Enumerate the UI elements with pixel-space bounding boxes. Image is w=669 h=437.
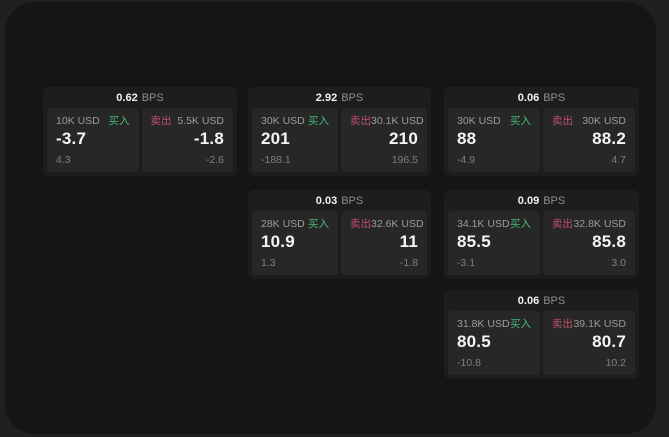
sell-amount: 5.5K USD <box>177 115 224 127</box>
buy-panel[interactable]: 28K USD 买入 10.9 1.3 <box>252 211 338 275</box>
buy-amount: 31.8K USD <box>457 318 510 330</box>
sell-price: 210 <box>389 129 418 148</box>
buy-panel[interactable]: 34.1K USD 买入 85.5 -3.1 <box>448 211 540 275</box>
sell-panel[interactable]: 卖出 32.8K USD 85.8 3.0 <box>543 211 635 275</box>
buy-amount: 34.1K USD <box>457 218 510 230</box>
panels: 28K USD 买入 10.9 1.3 卖出 32.6K USD 11 -1.8 <box>248 211 431 279</box>
sell-amount: 32.6K USD <box>371 218 424 230</box>
sell-amount: 30.1K USD <box>371 115 424 127</box>
sell-price: 80.7 <box>592 332 626 351</box>
card-header: 0.09 BPS <box>444 190 639 211</box>
sell-panel[interactable]: 卖出 30.1K USD 210 196.5 <box>341 108 427 172</box>
buy-price: 80.5 <box>457 332 491 351</box>
card-header: 0.06 BPS <box>444 290 639 311</box>
bps-unit-label: BPS <box>543 91 566 104</box>
buy-price: 88 <box>457 129 477 148</box>
quote-card-5: 0.09 BPS 34.1K USD 买入 85.5 -3.1 卖出 32.8K… <box>444 190 639 279</box>
bps-value: 0.62 <box>116 91 138 104</box>
panels: 30K USD 买入 88 -4.9 卖出 30K USD 88.2 4.7 <box>444 108 639 176</box>
quote-card-2: 2.92 BPS 30K USD 买入 201 -188.1 卖出 30.1K … <box>248 87 431 176</box>
sell-delta: 196.5 <box>391 154 418 166</box>
card-header: 2.92 BPS <box>248 87 431 108</box>
buy-amount: 30K USD <box>261 115 305 127</box>
buy-price: 201 <box>261 129 290 148</box>
bps-unit-label: BPS <box>141 91 164 104</box>
buy-label[interactable]: 买入 <box>510 318 531 330</box>
buy-price: -3.7 <box>56 129 87 148</box>
sell-label[interactable]: 卖出 <box>552 115 573 127</box>
buy-delta: 1.3 <box>261 257 276 269</box>
card-header: 0.06 BPS <box>444 87 639 108</box>
buy-panel[interactable]: 30K USD 买入 88 -4.9 <box>448 108 540 172</box>
sell-panel[interactable]: 卖出 5.5K USD -1.8 -2.6 <box>141 108 233 172</box>
sell-delta: -2.6 <box>205 154 224 166</box>
card-header: 0.03 BPS <box>248 190 431 211</box>
buy-label[interactable]: 买入 <box>308 115 329 127</box>
sell-panel[interactable]: 卖出 39.1K USD 80.7 10.2 <box>543 311 635 375</box>
card-header: 0.62 BPS <box>43 87 237 108</box>
panels: 10K USD 买入 -3.7 4.3 卖出 5.5K USD -1.8 -2.… <box>43 108 237 176</box>
sell-amount: 39.1K USD <box>573 318 626 330</box>
buy-panel[interactable]: 10K USD 买入 -3.7 4.3 <box>47 108 139 172</box>
bps-unit-label: BPS <box>543 294 566 307</box>
buy-delta: -4.9 <box>457 154 476 166</box>
sell-delta: 4.7 <box>611 154 626 166</box>
buy-amount: 28K USD <box>261 218 305 230</box>
sell-price: -1.8 <box>193 129 224 148</box>
buy-delta: -3.1 <box>457 257 476 269</box>
sell-price: 11 <box>399 232 418 251</box>
buy-panel[interactable]: 30K USD 买入 201 -188.1 <box>252 108 338 172</box>
buy-label[interactable]: 买入 <box>308 218 329 230</box>
quote-card-4: 0.03 BPS 28K USD 买入 10.9 1.3 卖出 32.6K US… <box>248 190 431 279</box>
quote-card-3: 0.06 BPS 30K USD 买入 88 -4.9 卖出 30K USD 8… <box>444 87 639 176</box>
quote-card-1: 0.62 BPS 10K USD 买入 -3.7 4.3 卖出 5.5K USD… <box>43 87 237 176</box>
sell-label[interactable]: 卖出 <box>350 115 371 127</box>
panels: 34.1K USD 买入 85.5 -3.1 卖出 32.8K USD 85.8… <box>444 211 639 279</box>
sell-amount: 32.8K USD <box>573 218 626 230</box>
bps-value: 0.06 <box>517 91 540 104</box>
buy-label[interactable]: 买入 <box>510 115 531 127</box>
sell-price: 85.8 <box>592 232 626 251</box>
buy-amount: 10K USD <box>56 115 100 127</box>
bps-value: 0.09 <box>517 194 540 207</box>
sell-label[interactable]: 卖出 <box>150 115 172 127</box>
sell-delta: 3.0 <box>611 257 626 269</box>
buy-price: 10.9 <box>261 232 295 251</box>
sell-label[interactable]: 卖出 <box>350 218 371 230</box>
sell-delta: 10.2 <box>605 357 626 369</box>
buy-delta: 4.3 <box>56 154 71 166</box>
bps-value: 2.92 <box>315 91 338 104</box>
bps-unit-label: BPS <box>543 194 566 207</box>
bps-value: 0.03 <box>315 194 338 207</box>
buy-price: 85.5 <box>457 232 491 251</box>
sell-panel[interactable]: 卖出 30K USD 88.2 4.7 <box>543 108 635 172</box>
buy-delta: -10.8 <box>457 357 481 369</box>
bps-value: 0.06 <box>517 294 540 307</box>
quote-card-6: 0.06 BPS 31.8K USD 买入 80.5 -10.8 卖出 39.1… <box>444 290 639 379</box>
sell-price: 88.2 <box>592 129 626 148</box>
app-window: 0.62 BPS 10K USD 买入 -3.7 4.3 卖出 5.5K USD… <box>5 2 656 434</box>
buy-amount: 30K USD <box>457 115 501 127</box>
sell-label[interactable]: 卖出 <box>552 318 573 330</box>
buy-panel[interactable]: 31.8K USD 买入 80.5 -10.8 <box>448 311 540 375</box>
panels: 31.8K USD 买入 80.5 -10.8 卖出 39.1K USD 80.… <box>444 311 639 379</box>
sell-label[interactable]: 卖出 <box>552 218 573 230</box>
panels: 30K USD 买入 201 -188.1 卖出 30.1K USD 210 1… <box>248 108 431 176</box>
bps-unit-label: BPS <box>341 91 364 104</box>
sell-delta: -1.8 <box>399 257 418 269</box>
bps-unit-label: BPS <box>341 194 364 207</box>
buy-delta: -188.1 <box>261 154 291 166</box>
buy-label[interactable]: 买入 <box>108 115 130 127</box>
buy-label[interactable]: 买入 <box>510 218 531 230</box>
sell-amount: 30K USD <box>582 115 626 127</box>
sell-panel[interactable]: 卖出 32.6K USD 11 -1.8 <box>341 211 427 275</box>
